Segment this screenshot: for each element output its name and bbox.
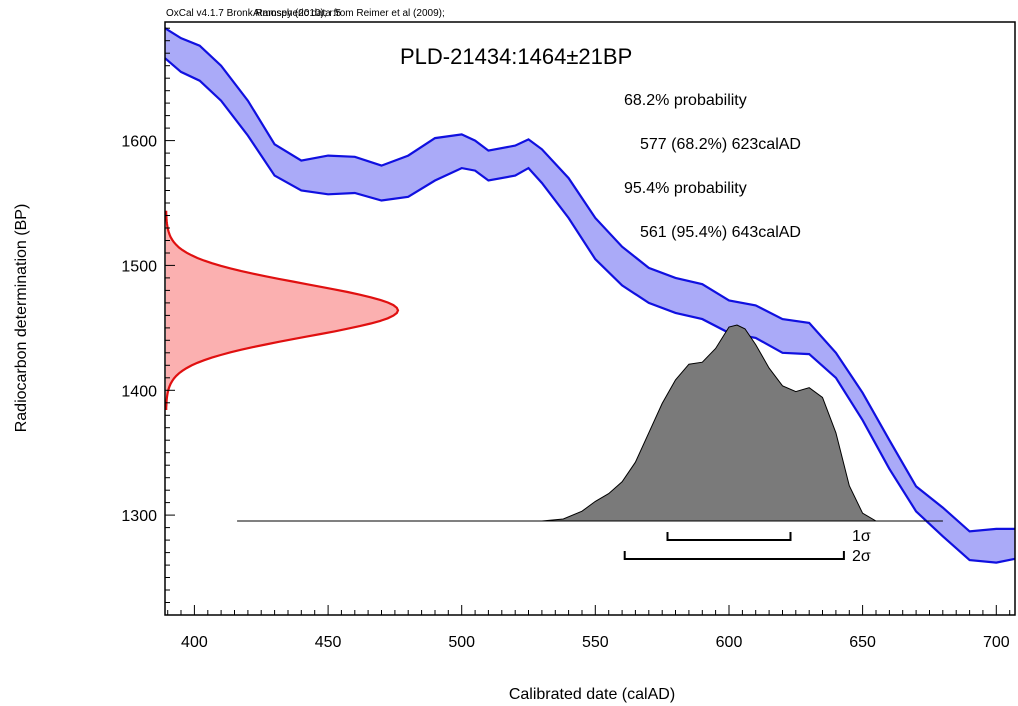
- x-tick-label: 600: [716, 634, 743, 651]
- p68-heading: 68.2% probability: [624, 92, 747, 109]
- sigma2-label: 2σ: [852, 548, 871, 565]
- two-sigma-range: [623, 551, 845, 560]
- axis-layer: 400 450 500 550 600 650 700 1300 1400 1500 1600: [121, 21, 1016, 651]
- radiocarbon-distribution-fill: [166, 210, 398, 410]
- curve-layer: [164, 27, 1016, 564]
- radiocarbon-distribution-line: [165, 210, 400, 410]
- x-tick-label: 550: [582, 634, 609, 651]
- sigma1-label: 1σ: [852, 528, 871, 545]
- y-tick-label: 1500: [121, 258, 157, 275]
- posterior-distribution: [237, 324, 943, 522]
- one-sigma-range: [666, 532, 792, 541]
- calibration-lower-line: [164, 57, 1016, 564]
- p95-heading: 95.4% probability: [624, 180, 747, 197]
- x-tick-label: 500: [448, 634, 475, 651]
- posterior-layer: [237, 324, 943, 522]
- x-axis-label: Calibrated date (calAD): [509, 686, 675, 703]
- credit-text: OxCal v4.1.7 Bronk Ramsey (2010); r:5: [166, 8, 342, 19]
- plot-frame: [164, 21, 1016, 616]
- p95-range: 561 (95.4%) 643calAD: [640, 224, 801, 241]
- chart-title: PLD-21434:1464±21BP: [400, 44, 632, 69]
- calibration-upper-line: [164, 27, 1015, 533]
- x-tick-label: 450: [315, 634, 342, 651]
- x-tick-label: 400: [181, 634, 208, 651]
- x-tick-label: 650: [849, 634, 876, 651]
- calibration-band: [165, 28, 1015, 563]
- p68-range: 577 (68.2%) 623calAD: [640, 136, 801, 153]
- y-tick-label: 1400: [121, 383, 157, 400]
- prior-layer: [165, 210, 400, 410]
- y-axis-label: Radiocarbon determination (BP): [13, 204, 30, 433]
- y-tick-label: 1600: [121, 134, 157, 151]
- atmospheric-text: Atmospheric data from Reimer et al (2009…: [253, 8, 445, 19]
- range-layer: [623, 532, 845, 560]
- y-tick-label: 1300: [121, 508, 157, 525]
- x-tick-label: 700: [983, 634, 1010, 651]
